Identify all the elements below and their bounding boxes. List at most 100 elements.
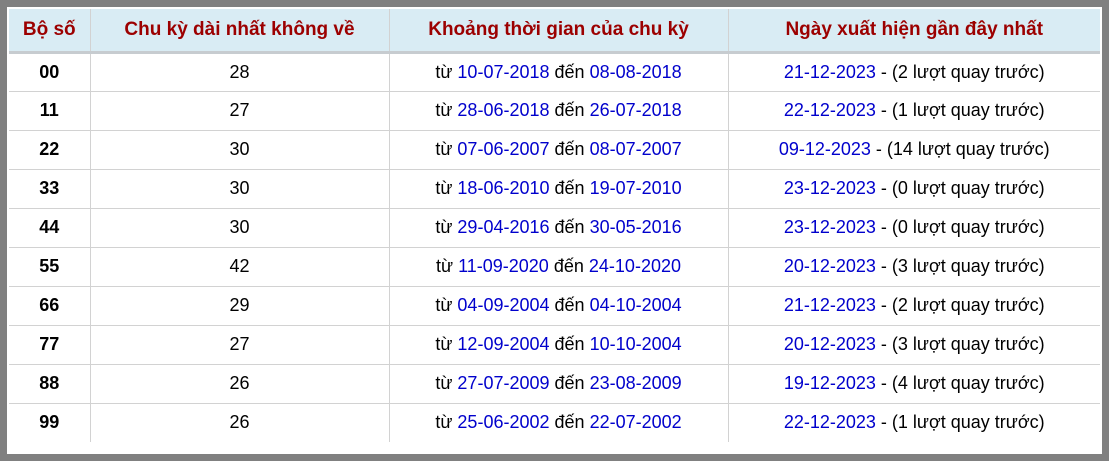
cycle-length-cell: 26 [89, 363, 390, 404]
from-label: từ [435, 334, 453, 354]
from-date-link[interactable]: 28-06-2018 [457, 100, 550, 120]
last-date-link[interactable]: 09-12-2023 [778, 139, 871, 159]
pair-cell: 00 [8, 51, 91, 92]
cycle-range-cell: từ 28-06-2018 đến 26-07-2018 [388, 90, 729, 131]
cycle-range-cell: từ 29-04-2016 đến 30-05-2016 [388, 207, 729, 248]
pair-cell: 77 [8, 324, 91, 365]
table-row: 66 29 từ 04-09-2004 đến 04-10-2004 21-12… [8, 285, 1101, 326]
to-date-link[interactable]: 08-07-2007 [589, 139, 682, 159]
from-label: từ [435, 217, 453, 237]
from-label: từ [435, 373, 453, 393]
from-date-link[interactable]: 12-09-2004 [457, 334, 550, 354]
cycle-range-cell: từ 10-07-2018 đến 08-08-2018 [388, 51, 729, 92]
from-date-link[interactable]: 29-04-2016 [457, 217, 550, 237]
last-seen-cell: 23-12-2023 - (0 lượt quay trước) [727, 207, 1101, 248]
cycle-range-cell: từ 04-09-2004 đến 04-10-2004 [388, 285, 729, 326]
last-seen-cell: 21-12-2023 - (2 lượt quay trước) [727, 285, 1101, 326]
last-date-link[interactable]: 21-12-2023 [783, 61, 876, 82]
to-date-link[interactable]: 10-10-2004 [589, 334, 682, 354]
to-label: đến [554, 100, 585, 120]
to-label: đến [554, 139, 585, 159]
to-date-link[interactable]: 26-07-2018 [589, 100, 682, 120]
from-label: từ [435, 61, 453, 82]
cycle-length-cell: 30 [89, 129, 390, 170]
to-date-link[interactable]: 30-05-2016 [589, 217, 682, 237]
last-seen-cell: 22-12-2023 - (1 lượt quay trước) [727, 90, 1101, 131]
table-row: 44 30 từ 29-04-2016 đến 30-05-2016 23-12… [8, 207, 1101, 248]
pair-cell: 33 [8, 168, 91, 209]
cycle-length-cell: 27 [89, 324, 390, 365]
to-label: đến [554, 412, 585, 433]
to-label: đến [554, 334, 585, 354]
draws-ago-note: - (3 lượt quay trước) [880, 256, 1045, 276]
draws-ago-note: - (0 lượt quay trước) [880, 217, 1045, 237]
cycle-range-cell: từ 12-09-2004 đến 10-10-2004 [388, 324, 729, 365]
cycle-range-cell: từ 07-06-2007 đến 08-07-2007 [388, 129, 729, 170]
last-date-link[interactable]: 21-12-2023 [783, 295, 876, 315]
pair-cell: 66 [8, 285, 91, 326]
from-label: từ [435, 412, 453, 433]
pair-cell: 55 [8, 246, 91, 287]
table-row: 33 30 từ 18-06-2010 đến 19-07-2010 23-12… [8, 168, 1101, 209]
col-header-bo-so: Bộ số [8, 8, 91, 54]
last-date-link[interactable]: 20-12-2023 [783, 256, 876, 276]
to-label: đến [554, 373, 585, 393]
from-date-link[interactable]: 27-07-2009 [457, 373, 550, 393]
col-header-ngay-xuat-hien: Ngày xuất hiện gần đây nhất [727, 8, 1101, 54]
last-date-link[interactable]: 22-12-2023 [783, 412, 876, 433]
to-date-link[interactable]: 08-08-2018 [589, 61, 682, 82]
to-date-link[interactable]: 23-08-2009 [589, 373, 682, 393]
cycle-length-cell: 28 [89, 51, 390, 92]
to-date-link[interactable]: 22-07-2002 [589, 412, 682, 433]
to-label: đến [554, 217, 585, 237]
from-date-link[interactable]: 25-06-2002 [457, 412, 550, 433]
header-row: Bộ số Chu kỳ dài nhất không về Khoảng th… [8, 8, 1101, 54]
cycle-range-cell: từ 11-09-2020 đến 24-10-2020 [388, 246, 729, 287]
table-row: 55 42 từ 11-09-2020 đến 24-10-2020 20-12… [8, 246, 1101, 287]
to-date-link[interactable]: 19-07-2010 [589, 178, 682, 198]
pair-cell: 22 [8, 129, 91, 170]
table-row: 88 26 từ 27-07-2009 đến 23-08-2009 19-12… [8, 363, 1101, 404]
cycle-length-cell: 42 [89, 246, 390, 287]
draws-ago-note: - (1 lượt quay trước) [880, 412, 1045, 433]
last-seen-cell: 20-12-2023 - (3 lượt quay trước) [727, 324, 1101, 365]
last-date-link[interactable]: 19-12-2023 [783, 373, 876, 393]
col-header-chu-ky-dai-nhat: Chu kỳ dài nhất không về [89, 8, 390, 54]
draws-ago-note: - (1 lượt quay trước) [880, 100, 1045, 120]
from-label: từ [435, 100, 453, 120]
from-label: từ [435, 178, 453, 198]
last-date-link[interactable]: 22-12-2023 [783, 100, 876, 120]
from-date-link[interactable]: 10-07-2018 [457, 61, 550, 82]
col-header-khoang-thoi-gian: Khoảng thời gian của chu kỳ [388, 8, 729, 54]
from-date-link[interactable]: 18-06-2010 [457, 178, 550, 198]
table-row: 77 27 từ 12-09-2004 đến 10-10-2004 20-12… [8, 324, 1101, 365]
to-date-link[interactable]: 24-10-2020 [588, 256, 681, 276]
cycle-length-cell: 27 [89, 90, 390, 131]
last-seen-cell: 21-12-2023 - (2 lượt quay trước) [727, 51, 1101, 92]
from-label: từ [435, 295, 453, 315]
last-date-link[interactable]: 20-12-2023 [783, 334, 876, 354]
draws-ago-note: - (0 lượt quay trước) [880, 178, 1045, 198]
cycle-length-cell: 29 [89, 285, 390, 326]
to-date-link[interactable]: 04-10-2004 [589, 295, 682, 315]
to-label: đến [554, 178, 585, 198]
from-date-link[interactable]: 11-09-2020 [458, 256, 549, 276]
last-seen-cell: 09-12-2023 - (14 lượt quay trước) [727, 129, 1101, 170]
last-date-link[interactable]: 23-12-2023 [783, 178, 876, 198]
last-seen-cell: 22-12-2023 - (1 lượt quay trước) [727, 402, 1101, 443]
cycle-length-cell: 30 [89, 207, 390, 248]
to-label: đến [553, 256, 584, 276]
table-row: 11 27 từ 28-06-2018 đến 26-07-2018 22-12… [8, 90, 1101, 131]
from-label: từ [436, 256, 454, 276]
from-date-link[interactable]: 07-06-2007 [457, 139, 550, 159]
lottery-cycle-table: Bộ số Chu kỳ dài nhất không về Khoảng th… [8, 8, 1101, 443]
to-label: đến [554, 61, 585, 82]
last-seen-cell: 20-12-2023 - (3 lượt quay trước) [727, 246, 1101, 287]
last-date-link[interactable]: 23-12-2023 [783, 217, 876, 237]
cycle-length-cell: 26 [89, 402, 390, 443]
draws-ago-note: - (2 lượt quay trước) [880, 295, 1045, 315]
from-date-link[interactable]: 04-09-2004 [457, 295, 550, 315]
draws-ago-note: - (4 lượt quay trước) [880, 373, 1045, 393]
cycle-length-cell: 30 [89, 168, 390, 209]
pair-cell: 44 [8, 207, 91, 248]
